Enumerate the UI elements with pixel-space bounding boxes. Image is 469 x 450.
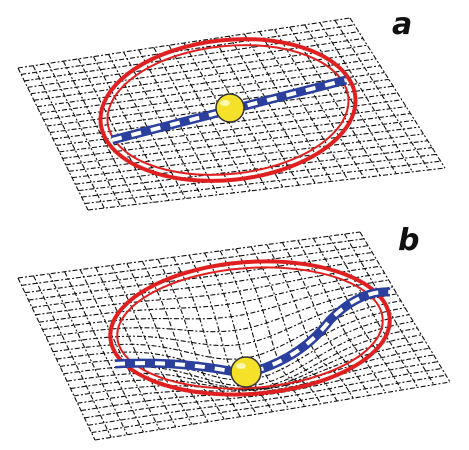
grid-line bbox=[43, 280, 389, 330]
sphere bbox=[231, 357, 261, 387]
grid-line bbox=[34, 52, 372, 100]
grid-line bbox=[48, 63, 120, 206]
grid-line bbox=[80, 270, 159, 430]
grid-line bbox=[78, 148, 432, 191]
grid-line bbox=[92, 375, 446, 432]
grid-line bbox=[50, 294, 397, 346]
panel-label: b bbox=[398, 223, 419, 258]
grid-line bbox=[34, 276, 112, 437]
highlight bbox=[236, 363, 246, 369]
grid-line bbox=[65, 272, 144, 432]
highlight bbox=[220, 100, 230, 106]
sphere bbox=[216, 94, 244, 122]
panel-label: a bbox=[392, 7, 412, 42]
grid-line bbox=[40, 66, 380, 113]
grid-line bbox=[244, 34, 331, 181]
figure: a b bbox=[0, 0, 469, 450]
